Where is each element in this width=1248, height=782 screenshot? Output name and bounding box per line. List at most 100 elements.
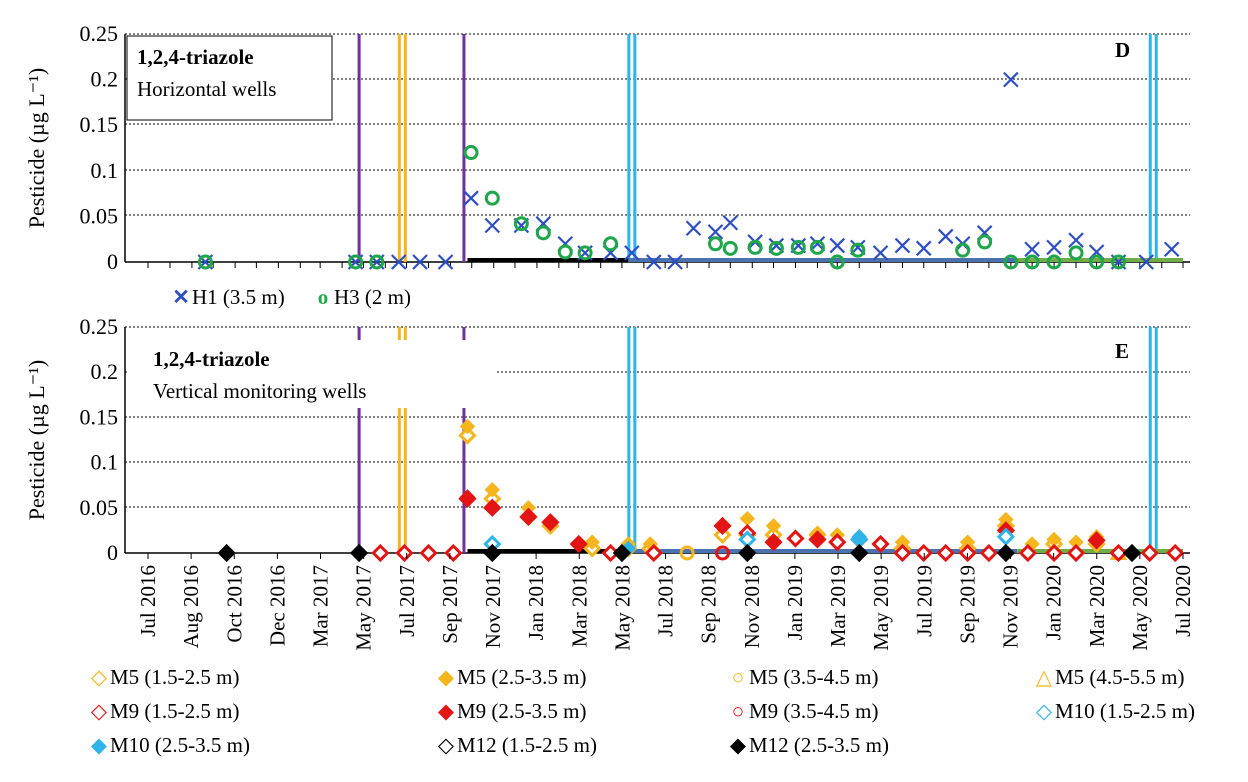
data-point [459, 489, 476, 505]
open-diamond-icon: ◇ [90, 699, 108, 723]
data-point [722, 215, 739, 231]
data-point [584, 534, 600, 550]
data-point [1163, 241, 1180, 258]
data-point [542, 513, 559, 530]
data-point [1046, 254, 1062, 270]
data-point [624, 245, 640, 261]
data-point [1024, 241, 1040, 258]
data-point [1111, 254, 1127, 270]
data-point [351, 545, 367, 561]
y-tick-label: 0 [107, 540, 118, 565]
data-point [809, 239, 825, 255]
data-point [786, 529, 805, 548]
data-point [1068, 232, 1084, 248]
data-point [1003, 254, 1019, 270]
legend-e-5: ◆ M9 (2.5-3.5 m) [435, 699, 587, 724]
data-point [747, 239, 763, 255]
data-point [577, 245, 593, 261]
legend-e-8: ◆ M10 (2.5-3.5 m) [88, 733, 250, 758]
data-point [1089, 254, 1105, 270]
filled-diamond-icon: ◆ [437, 699, 455, 723]
data-point [715, 545, 731, 561]
data-point [872, 245, 889, 261]
panel-d: 0 0.05 0.1 0.15 0.2 0.25 1,2,4-triazole Horiz… [24, 21, 1190, 274]
data-point [937, 228, 954, 245]
x-tick-label: Mar 2019 [826, 565, 850, 647]
data-point [484, 217, 501, 234]
data-point [1138, 254, 1154, 270]
x-tick-label: Jul 2018 [654, 565, 678, 637]
x-tick-label: Jul 2016 [136, 565, 160, 637]
x-tick-label: Oct 2016 [222, 565, 246, 643]
panel-d-title: 1,2,4-triazole [137, 45, 254, 69]
legend-label: M10 (1.5-2.5 m) [1055, 699, 1195, 723]
open-diamond-icon: ◇ [1035, 699, 1053, 723]
x-tick-label: Nov 2018 [740, 565, 764, 648]
legend-label: H1 (3.5 m) [192, 285, 285, 309]
panel-d-ylabel: Pesticide (µg L⁻¹) [24, 68, 49, 228]
data-point [1003, 71, 1019, 88]
data-point [1088, 531, 1105, 548]
x-marker-icon: ✕ [172, 285, 190, 309]
legend-e-6: ○ M9 (3.5-4.5 m) [727, 699, 879, 724]
y-tick-label: 0.25 [80, 21, 119, 46]
data-point [768, 240, 784, 256]
panel-d-subtitle: Horizontal wells [137, 77, 276, 101]
legend-label: M5 (4.5-5.5 m) [1055, 665, 1185, 689]
data-point [484, 545, 500, 561]
x-tick-label: Nov 2017 [481, 565, 505, 648]
legend-e-0: ◇ M5 (1.5-2.5 m) [88, 665, 240, 690]
legend-label: M5 (2.5-3.5 m) [457, 665, 587, 689]
data-point [520, 509, 537, 525]
x-tick-label: Sep 2017 [438, 565, 462, 644]
data-point [571, 536, 587, 552]
filled-diamond-icon: ◆ [729, 733, 747, 757]
data-point [996, 527, 1016, 546]
y-tick-label: 0.25 [80, 314, 119, 339]
data-point [977, 234, 993, 250]
legend-e-2: ○ M5 (3.5-4.5 m) [727, 665, 879, 690]
data-point [459, 418, 476, 435]
data-point [790, 239, 806, 255]
x-tick-label: Jul 2017 [395, 565, 419, 637]
data-point [667, 254, 683, 270]
panel-e-title: 1,2,4-triazole [153, 347, 270, 371]
legend-e-3: △ M5 (4.5-5.5 m) [1033, 665, 1185, 690]
x-tick-label: Mar 2018 [567, 565, 591, 647]
data-point [484, 500, 500, 516]
legend-e-7: ◇ M10 (1.5-2.5 m) [1033, 699, 1195, 724]
data-point [646, 254, 662, 270]
data-point [893, 543, 912, 563]
data-point [644, 543, 663, 563]
data-point [936, 543, 955, 563]
y-tick-label: 0.1 [91, 158, 119, 183]
x-tick-label: Nov 2019 [999, 565, 1023, 648]
data-point [1066, 543, 1086, 563]
data-point [998, 545, 1014, 561]
data-point [1024, 254, 1040, 270]
data-point [1166, 543, 1185, 563]
open-circle-icon: ○ [731, 699, 745, 723]
y-tick-label: 0.05 [80, 495, 119, 520]
data-point [707, 236, 723, 252]
data-point [535, 225, 551, 241]
legend-e-1: ◆ M5 (2.5-3.5 m) [435, 665, 587, 690]
panel-d-letter: D [1115, 38, 1130, 62]
data-point [412, 254, 428, 270]
legend-label: M10 (2.5-3.5 m) [110, 733, 250, 757]
data-point [828, 533, 847, 552]
data-point [1124, 545, 1140, 561]
legend-e-4: ◇ M9 (1.5-2.5 m) [88, 699, 240, 724]
data-point [1068, 245, 1084, 261]
x-tick-label: May 2020 [1128, 565, 1152, 651]
data-point [1046, 239, 1062, 256]
data-point [484, 482, 500, 498]
data-point [218, 545, 235, 561]
x-tick-label: Aug 2016 [179, 565, 203, 648]
panel-d-title-box [126, 35, 333, 121]
data-point [851, 545, 867, 561]
data-point [444, 543, 463, 563]
data-point [739, 545, 756, 561]
data-point [371, 543, 390, 563]
